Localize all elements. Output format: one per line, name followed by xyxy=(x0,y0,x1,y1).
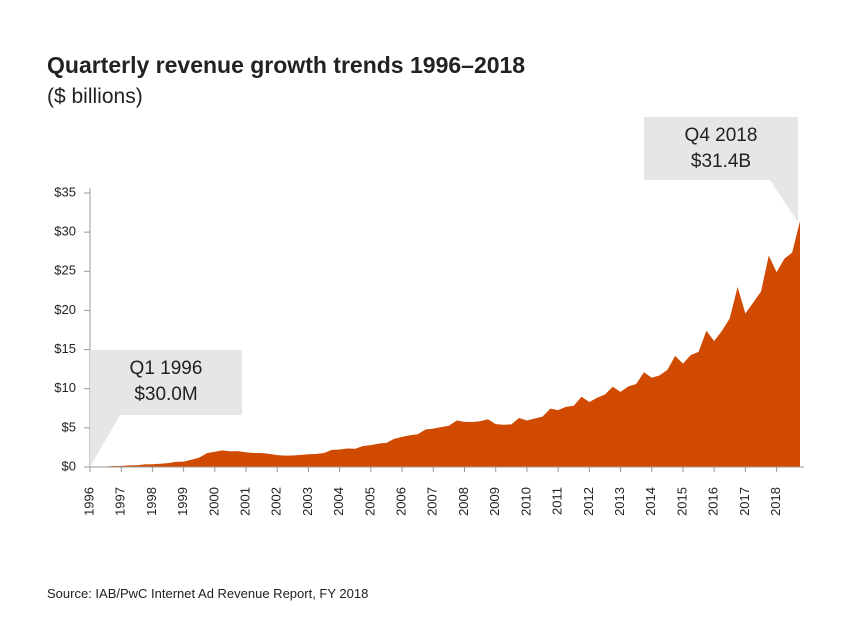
x-tick-label: 2016 xyxy=(706,487,721,516)
x-tick-label: 2013 xyxy=(612,487,627,516)
annotation-box xyxy=(90,350,242,415)
y-tick-label: $15 xyxy=(54,341,76,356)
x-tick-label: 2018 xyxy=(768,487,783,516)
annotation-pointer xyxy=(90,415,120,467)
x-tick-label: 2014 xyxy=(643,487,658,516)
x-tick-label: 2015 xyxy=(674,487,689,516)
annotation-box xyxy=(644,117,798,180)
annotation-text: Q1 1996 xyxy=(130,358,203,379)
chart-subtitle: ($ billions) xyxy=(47,85,143,108)
x-tick-label: 2017 xyxy=(737,487,752,516)
x-tick-label: 2003 xyxy=(300,487,315,516)
x-tick-label: 1998 xyxy=(144,487,159,516)
annotation-text: $31.4B xyxy=(691,151,751,172)
x-tick-label: 2011 xyxy=(550,487,565,515)
x-tick-label: 2002 xyxy=(269,487,284,516)
y-tick-label: $0 xyxy=(62,458,76,473)
source-note: Source: IAB/PwC Internet Ad Revenue Repo… xyxy=(47,586,368,601)
y-tick-label: $10 xyxy=(54,380,76,395)
annotation-text: $30.0M xyxy=(134,384,197,405)
x-tick-label: 1999 xyxy=(175,487,190,516)
x-tick-label: 2005 xyxy=(362,487,377,516)
chart-title: Quarterly revenue growth trends 1996–201… xyxy=(47,52,525,78)
annotation-text: Q4 2018 xyxy=(685,125,758,146)
x-tick-label: 2009 xyxy=(487,487,502,516)
x-tick-label: 2000 xyxy=(206,487,221,516)
x-tick-label: 2001 xyxy=(237,487,252,516)
x-tick-label: 2010 xyxy=(518,487,533,516)
y-tick-label: $35 xyxy=(54,184,76,199)
x-tick-label: 1996 xyxy=(81,487,96,516)
y-tick-label: $5 xyxy=(62,419,76,434)
x-tick-label: 1997 xyxy=(113,487,128,516)
annotation-pointer xyxy=(770,180,798,222)
annotation: Q4 2018 $31.4B xyxy=(644,117,798,222)
annotation: Q1 1996 $30.0M xyxy=(90,350,242,467)
x-tick-label: 2012 xyxy=(581,487,596,516)
y-tick-label: $25 xyxy=(54,263,76,278)
x-tick-label: 2008 xyxy=(456,487,471,516)
x-tick-label: 2004 xyxy=(331,487,346,516)
x-tick-label: 2007 xyxy=(425,487,440,516)
y-tick-label: $30 xyxy=(54,224,76,239)
x-tick-label: 2006 xyxy=(394,487,409,516)
y-tick-label: $20 xyxy=(54,302,76,317)
area xyxy=(90,221,800,467)
